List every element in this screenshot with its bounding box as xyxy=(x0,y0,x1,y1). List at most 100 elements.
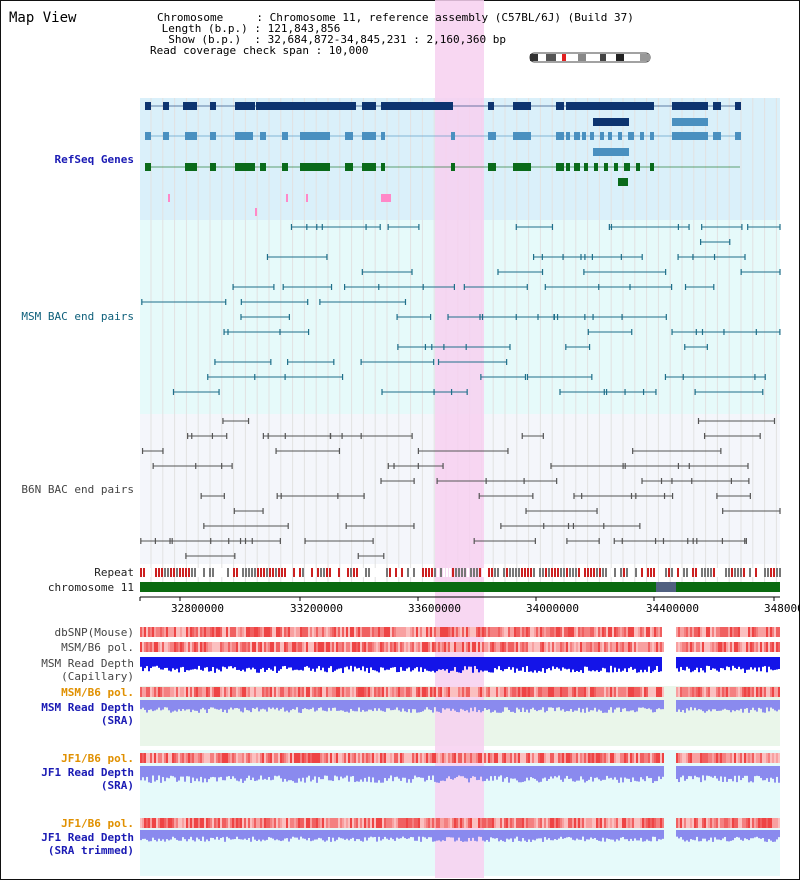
depth-bar xyxy=(376,830,378,842)
depth-bar xyxy=(484,766,486,782)
depth-bar xyxy=(230,830,232,840)
depth-bar xyxy=(172,830,174,837)
heat-cell xyxy=(196,818,198,828)
repeat-feature xyxy=(581,568,583,577)
depth-bar xyxy=(216,700,218,710)
track-label-b6n-bac[interactable]: B6N BAC end pairs xyxy=(21,483,134,496)
heat-cell xyxy=(218,627,220,637)
heat-cell xyxy=(144,642,146,652)
depth-bar xyxy=(260,830,262,842)
depth-bar xyxy=(620,700,622,712)
depth-bar xyxy=(536,657,538,673)
heat-cell xyxy=(682,753,684,763)
depth-bar xyxy=(726,657,728,667)
heat-cell xyxy=(680,687,682,697)
heat-cell xyxy=(414,627,416,637)
track-label-msm-pol-sra[interactable]: MSM/B6 pol. xyxy=(61,686,134,699)
track-label-jf1-pol-2[interactable]: JF1/B6 pol. xyxy=(61,817,134,830)
heat-cell xyxy=(572,687,574,697)
track-label-jf1-trim[interactable]: JF1 Read Depth xyxy=(41,831,134,844)
heat-cell xyxy=(722,753,724,763)
heat-cell xyxy=(372,642,374,652)
heat-cell xyxy=(458,627,460,637)
heat-cell xyxy=(620,818,622,828)
heat-cell xyxy=(288,642,290,652)
depth-bar xyxy=(330,657,332,667)
track-label-msm-depth-sra[interactable]: MSM Read Depth xyxy=(41,701,134,714)
depth-bar xyxy=(774,657,776,670)
heat-cell xyxy=(516,818,518,828)
heat-cell xyxy=(356,818,358,828)
gene-exon xyxy=(636,163,640,171)
track-label-dbsnp[interactable]: dbSNP(Mouse) xyxy=(54,626,134,639)
repeat-feature xyxy=(683,568,685,577)
heat-cell xyxy=(388,818,390,828)
depth-bar xyxy=(762,700,764,713)
heat-cell xyxy=(514,642,516,652)
depth-bar xyxy=(396,700,398,708)
heat-cell xyxy=(636,753,638,763)
depth-bar xyxy=(450,657,452,671)
depth-bar xyxy=(498,766,500,777)
depth-bar xyxy=(770,830,772,841)
track-label-msm-bac[interactable]: MSM BAC end pairs xyxy=(21,310,134,323)
heat-cell xyxy=(218,818,220,828)
track-label-msm-pol[interactable]: MSM/B6 pol. xyxy=(61,641,134,654)
depth-bar xyxy=(414,830,416,841)
heat-cell xyxy=(332,627,334,637)
heat-cell xyxy=(634,753,636,763)
depth-bar xyxy=(206,766,208,783)
heat-cell xyxy=(384,642,386,652)
depth-bar xyxy=(400,700,402,712)
heat-cell xyxy=(486,627,488,637)
depth-bar xyxy=(544,830,546,838)
depth-bar xyxy=(334,830,336,842)
heat-cell xyxy=(610,627,612,637)
track-label-jf1-depth[interactable]: JF1 Read Depth xyxy=(41,766,134,779)
heat-cell xyxy=(148,818,150,828)
depth-bar xyxy=(630,830,632,839)
track-label-refseq[interactable]: RefSeq Genes xyxy=(54,153,134,166)
repeat-feature xyxy=(767,568,769,577)
depth-bar xyxy=(620,830,622,838)
repeat-feature xyxy=(551,568,553,577)
depth-bar xyxy=(338,700,340,711)
depth-bar xyxy=(488,700,490,710)
track-label-msm-depth-cap[interactable]: MSM Read Depth xyxy=(41,657,134,670)
depth-bar xyxy=(332,766,334,782)
heat-cell xyxy=(296,818,298,828)
heat-cell xyxy=(574,818,576,828)
depth-bar xyxy=(742,700,744,713)
track-label-jf1-pol[interactable]: JF1/B6 pol. xyxy=(61,752,134,765)
heat-cell xyxy=(434,627,436,637)
repeat-feature xyxy=(221,568,223,577)
repeat-feature xyxy=(725,568,727,577)
depth-bar xyxy=(496,700,498,713)
depth-bar xyxy=(240,830,242,840)
heat-cell xyxy=(536,627,538,637)
heat-cell xyxy=(280,687,282,697)
repeat-feature xyxy=(779,568,781,577)
heat-cell xyxy=(440,753,442,763)
heat-cell xyxy=(142,627,144,637)
depth-bar xyxy=(510,766,512,779)
heat-cell xyxy=(682,627,684,637)
heat-cell xyxy=(540,753,542,763)
gene-marker xyxy=(286,194,288,202)
heat-cell xyxy=(628,642,630,652)
track-label-repeat[interactable]: Repeat xyxy=(94,566,134,579)
depth-bar xyxy=(550,657,552,671)
depth-bar xyxy=(772,700,774,709)
heat-cell xyxy=(174,687,176,697)
heat-cell xyxy=(676,687,678,697)
heat-cell xyxy=(232,687,234,697)
depth-bar xyxy=(418,766,420,778)
depth-bar xyxy=(316,830,318,840)
gene-marker xyxy=(168,194,170,202)
depth-bar xyxy=(266,657,268,670)
repeat-feature xyxy=(470,568,472,577)
depth-bar xyxy=(778,700,780,710)
depth-bar xyxy=(316,766,318,783)
gene-exon xyxy=(513,163,531,171)
